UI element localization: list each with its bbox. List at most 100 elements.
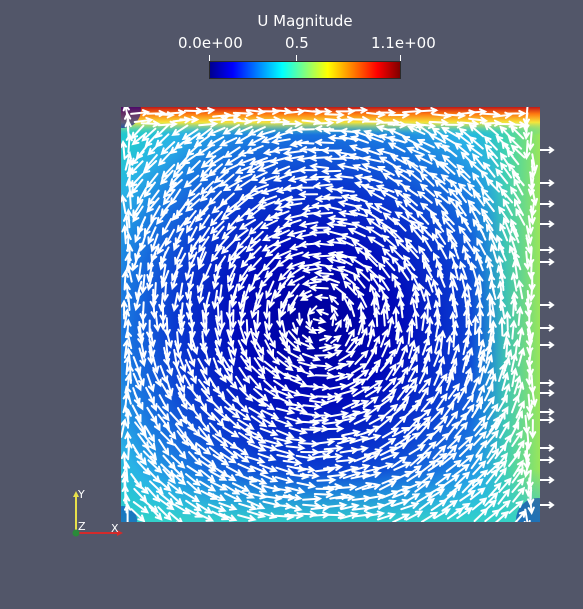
velocity-arrow (184, 261, 193, 282)
velocity-arrow (353, 415, 372, 425)
velocity-arrow (380, 328, 389, 348)
velocity-arrow (391, 489, 411, 499)
velocity-arrow (177, 316, 185, 337)
edge-arrow (540, 301, 555, 309)
velocity-arrow (246, 455, 266, 464)
velocity-arrow (510, 296, 518, 317)
velocity-arrow (282, 201, 303, 209)
velocity-arrow (384, 348, 397, 366)
velocity-arrow (144, 425, 155, 443)
velocity-arrow (227, 317, 235, 338)
velocity-arrow (121, 139, 128, 160)
velocity-arrow (249, 171, 268, 181)
velocity-glyphs (121, 107, 538, 522)
velocity-arrow (248, 442, 267, 452)
velocity-arrow (465, 346, 474, 367)
velocity-arrow (502, 198, 513, 216)
velocity-arrow (444, 121, 465, 129)
velocity-arrow (336, 162, 357, 170)
velocity-arrow (258, 398, 276, 411)
velocity-arrow (200, 407, 216, 422)
velocity-arrow (302, 495, 323, 503)
velocity-arrow (314, 195, 335, 203)
velocity-arrow (378, 415, 395, 429)
velocity-arrow (380, 451, 400, 461)
velocity-arrow (422, 260, 433, 279)
velocity-arrow (234, 408, 252, 421)
velocity-arrow (219, 470, 237, 482)
velocity-arrow (259, 219, 278, 230)
velocity-arrow (446, 334, 454, 355)
velocity-arrow (199, 180, 215, 196)
velocity-arrow (245, 189, 264, 200)
velocity-arrow (445, 459, 462, 473)
velocity-arrow (434, 197, 448, 214)
velocity-arrow (447, 382, 460, 400)
velocity-arrow (124, 118, 132, 140)
velocity-arrow (509, 319, 517, 340)
velocity-arrow (268, 289, 277, 309)
velocity-arrow (440, 161, 456, 175)
velocity-arrow (406, 146, 425, 156)
velocity-arrow (405, 422, 422, 437)
velocity-arrow (440, 126, 459, 138)
velocity-arrow (471, 497, 488, 511)
velocity-arrow (264, 439, 284, 448)
velocity-arrow (297, 393, 318, 401)
velocity-arrow (259, 473, 279, 483)
velocity-arrow (214, 327, 222, 348)
velocity-arrow (222, 180, 241, 192)
velocity-arrow (497, 242, 507, 262)
velocity-arrow (121, 194, 127, 215)
velocity-arrow (197, 251, 207, 271)
velocity-arrow (385, 363, 397, 381)
velocity-arrow (366, 217, 383, 230)
velocity-arrow (423, 345, 433, 364)
velocity-arrow (136, 187, 148, 205)
velocity-arrow (165, 329, 173, 349)
velocity-arrow (406, 470, 424, 482)
velocity-arrow (450, 327, 458, 348)
velocity-arrow (187, 182, 202, 198)
velocity-arrow (173, 443, 187, 460)
velocity-arrow (248, 221, 264, 236)
velocity-arrow (456, 385, 467, 403)
velocity-arrow (351, 362, 369, 375)
velocity-arrow (366, 346, 378, 364)
velocity-arrow (298, 190, 319, 198)
velocity-arrow (253, 337, 265, 356)
velocity-arrow (226, 215, 240, 231)
velocity-arrow (165, 377, 174, 397)
velocity-arrow (471, 375, 481, 395)
velocity-arrow (236, 157, 256, 166)
velocity-arrow (227, 246, 241, 263)
edge-arrow (540, 408, 555, 416)
velocity-arrow (155, 208, 169, 225)
velocity-arrow (416, 492, 434, 503)
velocity-arrow (389, 154, 408, 165)
velocity-arrow (345, 336, 359, 353)
velocity-arrow (256, 163, 276, 172)
velocity-arrow (416, 138, 435, 149)
velocity-arrow (498, 299, 506, 320)
velocity-arrow (409, 219, 424, 235)
velocity-arrow (460, 215, 472, 233)
velocity-arrow (139, 310, 147, 331)
velocity-arrow (421, 353, 431, 373)
velocity-arrow (188, 242, 197, 261)
velocity-arrow (169, 464, 185, 479)
velocity-arrow (402, 254, 416, 271)
velocity-arrow (203, 346, 212, 367)
velocity-arrow (402, 199, 419, 213)
velocity-arrow (390, 456, 408, 469)
velocity-arrow (238, 366, 251, 384)
legend-tick-max (400, 55, 401, 62)
velocity-arrow (185, 198, 201, 213)
velocity-arrow (469, 487, 486, 501)
velocity-arrow (429, 172, 446, 185)
velocity-arrow (510, 367, 518, 388)
velocity-arrow (473, 415, 487, 432)
velocity-arrow (294, 184, 315, 192)
